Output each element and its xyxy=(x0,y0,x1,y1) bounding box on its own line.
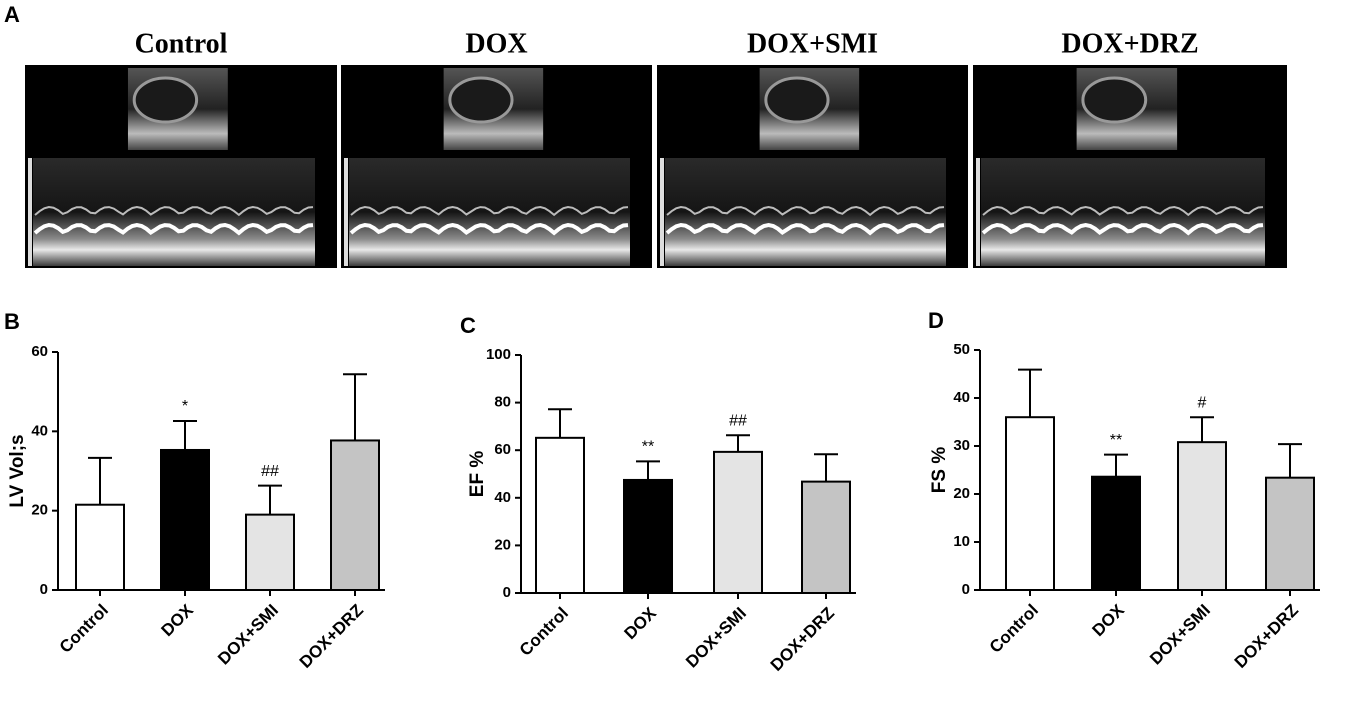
y-tick-label: 50 xyxy=(953,341,970,358)
m-mode-view xyxy=(33,158,315,266)
ventricle xyxy=(1081,76,1148,124)
y-tick-label: 30 xyxy=(953,437,970,454)
bar xyxy=(801,480,851,594)
wall-trace xyxy=(350,205,629,217)
y-tick-label: 60 xyxy=(31,343,48,360)
x-tick-label: DOX+SMI xyxy=(214,601,282,669)
ventricle xyxy=(132,76,199,124)
y-tick-label: 100 xyxy=(486,346,511,363)
x-tick-label: DOX xyxy=(621,603,661,643)
wall-trace xyxy=(33,222,314,236)
wall-trace xyxy=(34,205,314,217)
m-mode-view xyxy=(665,158,946,266)
x-tick-label: DOX+DRZ xyxy=(296,601,367,672)
image-title: DOX xyxy=(465,28,527,59)
bar xyxy=(623,478,673,595)
y-tick-label: 20 xyxy=(31,502,48,519)
x-tick-label: Control xyxy=(56,601,112,657)
image-title: DOX+DRZ xyxy=(1061,28,1198,59)
panel-label: B xyxy=(4,309,20,334)
y-tick-label: 20 xyxy=(494,536,511,553)
bar xyxy=(1005,416,1055,592)
significance-mark: ## xyxy=(729,412,747,429)
y-tick-label: 40 xyxy=(31,422,48,439)
wall-trace xyxy=(666,205,945,217)
gray-scale-bar xyxy=(28,158,32,266)
x-tick-label: DOX+SMI xyxy=(682,604,750,672)
echo-images: Control DOX DOX+SMI DOX+DRZ xyxy=(25,28,1287,268)
wall-trace xyxy=(982,205,1264,217)
significance-mark: ** xyxy=(642,439,654,456)
ventricle xyxy=(764,76,830,124)
x-tick-label: DOX+DRZ xyxy=(1231,601,1302,672)
bar xyxy=(160,448,210,591)
y-tick-label: 80 xyxy=(494,394,511,411)
y-axis-label: LV Vol;s xyxy=(7,434,28,507)
y-tick-label: 40 xyxy=(953,389,970,406)
bar xyxy=(1091,475,1141,591)
y-tick-label: 40 xyxy=(494,489,511,506)
panel-label: D xyxy=(928,308,944,333)
y-axis-label: EF % xyxy=(467,451,488,498)
image-title: Control xyxy=(135,28,228,59)
significance-mark: * xyxy=(182,398,188,415)
gray-scale-bar xyxy=(976,158,980,266)
image-title: DOX+SMI xyxy=(747,28,878,59)
y-tick-label: 10 xyxy=(953,533,970,550)
panel-label: A xyxy=(4,2,20,27)
x-tick-label: DOX xyxy=(1089,600,1129,640)
gray-scale-bar xyxy=(344,158,348,266)
panel-label: C xyxy=(460,313,476,338)
y-tick-label: 0 xyxy=(503,584,511,601)
wall-trace xyxy=(349,222,629,236)
bar xyxy=(245,513,295,592)
bar xyxy=(1265,476,1315,591)
wall-trace xyxy=(981,222,1264,236)
x-tick-label: DOX xyxy=(158,600,198,640)
x-tick-label: DOX+SMI xyxy=(1146,601,1214,669)
bar xyxy=(330,439,380,591)
y-tick-label: 20 xyxy=(953,485,970,502)
bar xyxy=(535,436,585,594)
x-tick-label: Control xyxy=(516,604,572,660)
bar xyxy=(713,450,763,594)
bar xyxy=(75,503,125,592)
y-tick-label: 0 xyxy=(40,581,48,598)
significance-mark: ** xyxy=(1110,432,1122,449)
gray-scale-bar xyxy=(660,158,664,266)
y-tick-label: 60 xyxy=(494,441,511,458)
m-mode-view xyxy=(349,158,630,266)
bar xyxy=(1177,441,1227,591)
wall-trace xyxy=(665,222,945,236)
x-tick-label: DOX+DRZ xyxy=(767,604,838,675)
y-tick-label: 0 xyxy=(962,581,970,598)
y-axis-label: FS % xyxy=(929,447,950,494)
x-tick-label: Control xyxy=(986,601,1042,657)
significance-mark: # xyxy=(1198,394,1207,411)
m-mode-view xyxy=(981,158,1265,266)
ventricle xyxy=(448,76,514,124)
significance-mark: ## xyxy=(261,463,279,480)
